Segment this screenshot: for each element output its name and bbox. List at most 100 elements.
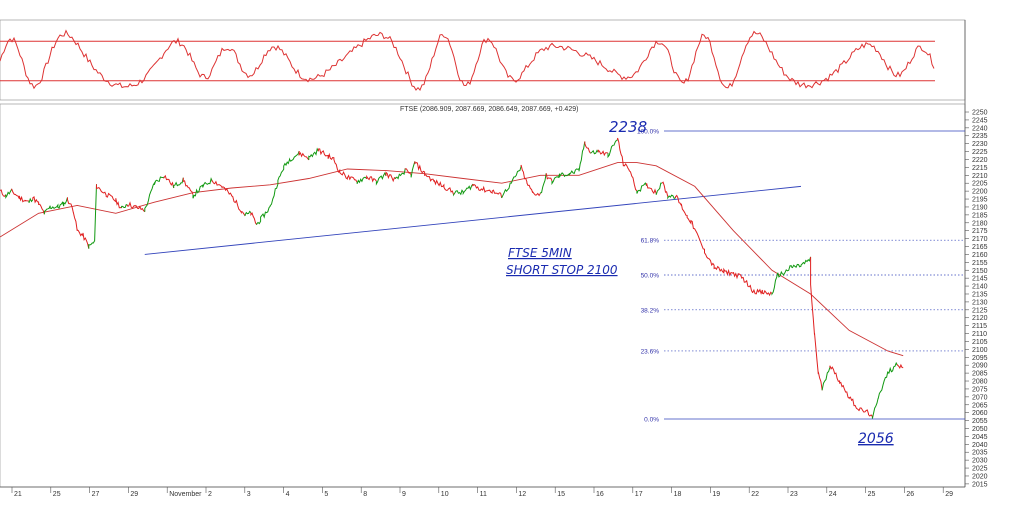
y-tick-label-4: 2035 (972, 450, 988, 457)
fibonacci-layer: 100.0% 61.8% 50.0% 38.2% 23.6% 0.0% (637, 129, 965, 424)
y-tick-label-10: 2065 (972, 402, 988, 409)
x-tick-label-6: 3 (247, 491, 251, 498)
oscillator-panel (0, 19, 966, 101)
y-tick-label-25: 2140 (972, 284, 988, 291)
y-tick-label-33: 2180 (972, 220, 988, 227)
y-tick-label-0: 2015 (972, 481, 988, 488)
annotation-high: 2238 (609, 118, 647, 136)
annotation-ftse-5min: FTSE 5MIN (508, 246, 572, 260)
price-segment-18 (250, 212, 258, 225)
price-segment-54 (897, 363, 904, 369)
price-segment-29 (410, 161, 416, 178)
y-tick-label-18: 2105 (972, 339, 988, 346)
price-segment-19 (256, 150, 300, 225)
x-tick-label-10: 9 (402, 491, 406, 498)
x-tick-label-22: 25 (868, 491, 876, 498)
y-tick-label-27: 2150 (972, 268, 988, 275)
price-segment-36 (545, 173, 553, 182)
y-tick-label-2: 2025 (972, 466, 988, 473)
y-tick-label-5: 2040 (972, 442, 988, 449)
price-segment-35 (539, 173, 547, 194)
x-tick-label-24: 29 (945, 491, 953, 498)
y-tick-label-6: 2045 (972, 434, 988, 441)
price-segment-40 (597, 149, 609, 157)
oscillator-series (0, 29, 935, 91)
y-tick-label-42: 2225 (972, 149, 988, 156)
price-segment-8 (96, 184, 122, 209)
x-tick-label-21: 24 (829, 491, 837, 498)
y-tick-label-14: 2085 (972, 371, 988, 378)
price-segment-2 (11, 188, 30, 203)
price-layer (0, 137, 904, 419)
y-tick-label-1: 2020 (972, 473, 988, 480)
price-segment-45 (655, 182, 662, 195)
price-segment-15 (192, 177, 213, 199)
price-segment-11 (144, 176, 165, 212)
y-tick-label-31: 2170 (972, 236, 988, 243)
y-tick-label-26: 2145 (972, 276, 988, 283)
price-segment-44 (646, 183, 657, 195)
x-tick-label-13: 12 (518, 491, 526, 498)
price-segment-43 (636, 182, 648, 194)
x-tick-label-4: November (169, 491, 202, 498)
x-tick-label-0: 21 (14, 491, 22, 498)
price-segment-31 (453, 183, 474, 197)
y-tick-label-40: 2215 (972, 165, 988, 172)
price-segment-38 (584, 141, 592, 154)
y-tick-label-30: 2165 (972, 244, 988, 251)
x-tick-label-9: 8 (363, 491, 367, 498)
x-tick-label-15: 16 (596, 491, 604, 498)
price-segment-50 (810, 256, 823, 391)
price-panel (0, 103, 966, 488)
x-tick-label-8: 5 (324, 491, 328, 498)
price-segment-1 (5, 189, 13, 200)
fib-label-5: 0.0% (644, 417, 659, 424)
y-tick-label-29: 2160 (972, 252, 988, 259)
x-tick-label-18: 19 (712, 491, 720, 498)
y-tick-label-17: 2100 (972, 347, 988, 354)
price-segment-21 (308, 147, 319, 160)
price-segment-13 (173, 177, 184, 188)
y-tick-label-8: 2055 (972, 418, 988, 425)
y-tick-label-12: 2075 (972, 386, 988, 393)
price-segment-24 (366, 174, 377, 183)
price-segment-3 (28, 197, 34, 204)
x-tick-label-3: 29 (130, 491, 138, 498)
price-segment-30 (414, 161, 455, 195)
price-segment-32 (472, 183, 503, 199)
price-segment-28 (404, 168, 412, 175)
price-segment-42 (617, 137, 638, 192)
y-tick-label-15: 2090 (972, 363, 988, 370)
price-segment-33 (501, 166, 522, 198)
price-segment-5 (43, 197, 68, 215)
y-tick-label-34: 2185 (972, 212, 988, 219)
price-segment-10 (126, 201, 146, 213)
x-tick-label-19: 22 (751, 491, 759, 498)
price-segment-16 (211, 179, 246, 217)
x-tick-label-11: 10 (441, 491, 449, 498)
y-tick-label-47: 2250 (972, 110, 988, 117)
y-tick-label-23: 2130 (972, 299, 988, 306)
price-segment-52 (829, 365, 873, 417)
y-tick-label-22: 2125 (972, 307, 988, 314)
y-tick-label-43: 2230 (972, 141, 988, 148)
price-panel-title: FTSE (2086.909, 2087.669, 2086.649, 2087… (400, 106, 578, 113)
y-tick-label-44: 2235 (972, 133, 988, 140)
price-segment-22 (317, 148, 358, 183)
y-tick-label-3: 2030 (972, 458, 988, 465)
x-tick-label-20: 23 (790, 491, 798, 498)
y-tick-label-21: 2120 (972, 315, 988, 322)
x-tick-label-16: 17 (635, 491, 643, 498)
y-tick-label-20: 2115 (972, 323, 987, 330)
fib-label-2: 50.0% (641, 273, 660, 280)
price-segment-26 (385, 171, 397, 183)
x-tick-label-14: 15 (557, 491, 565, 498)
y-tick-label-36: 2195 (972, 197, 988, 204)
trendline (144, 185, 801, 255)
fib-label-4: 23.6% (641, 348, 660, 355)
price-segment-53 (871, 361, 898, 419)
price-segment-48 (675, 194, 773, 297)
fib-label-0: 100.0% (637, 129, 659, 136)
price-segment-37 (551, 141, 586, 186)
